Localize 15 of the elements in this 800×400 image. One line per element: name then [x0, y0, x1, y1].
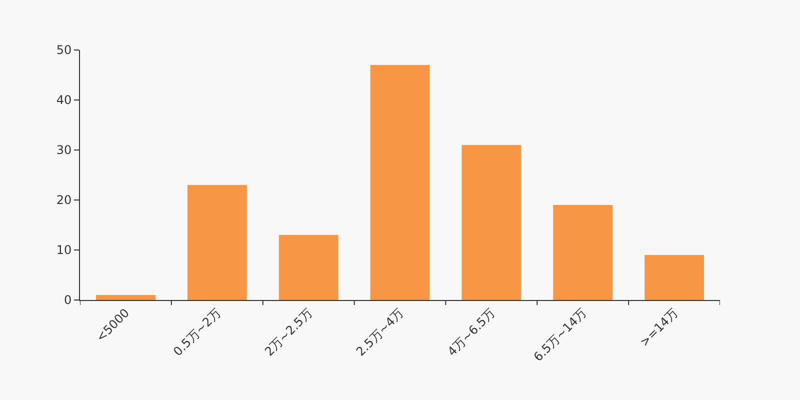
- bar: [462, 145, 522, 300]
- y-tick-label: 40: [56, 93, 72, 108]
- x-tick-label: 0.5万~2万: [170, 306, 224, 359]
- bar: [278, 235, 338, 300]
- y-tick-label: 10: [56, 243, 72, 258]
- bar: [187, 185, 247, 300]
- bar: [370, 65, 430, 300]
- bar: [96, 295, 156, 300]
- bar: [553, 205, 613, 300]
- y-tick-label: 50: [56, 43, 72, 58]
- y-tick-label: 0: [64, 293, 72, 308]
- y-tick-label: 30: [56, 143, 72, 158]
- x-tick-label: 2.5万~4万: [353, 306, 406, 359]
- y-tick-label: 20: [56, 193, 72, 208]
- bar: [644, 255, 704, 300]
